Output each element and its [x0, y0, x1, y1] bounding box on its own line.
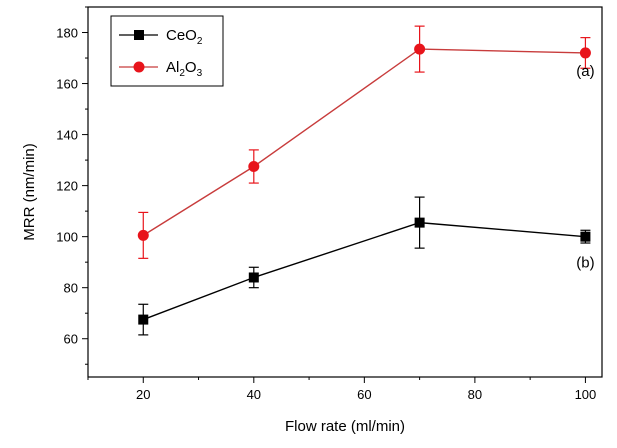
axis-ticks: 20 40 60 80 100 60 80 100 120 140 160 180 — [56, 6, 597, 402]
x-tick-label: 20 — [136, 387, 150, 402]
y-tick-label: 120 — [56, 179, 78, 194]
annotation-label: (b) — [576, 254, 594, 271]
annotation-label: (a) — [576, 63, 594, 80]
y-tick-label: 100 — [56, 230, 78, 245]
y-tick-label: 80 — [64, 281, 78, 296]
legend-marker-al2o3 — [133, 61, 145, 73]
legend-box — [110, 15, 224, 87]
x-tick-label: 80 — [468, 387, 482, 402]
data-point — [580, 231, 591, 242]
data-point — [248, 160, 260, 172]
data-point — [137, 229, 149, 241]
y-tick-label: 180 — [56, 26, 78, 41]
annotations: (a) (b) — [576, 63, 594, 271]
data-point — [414, 217, 425, 228]
data-point — [248, 272, 259, 283]
data-point — [579, 47, 591, 59]
legend-marker-ceo2 — [134, 30, 144, 40]
x-tick-label: 100 — [575, 387, 597, 402]
series-al2o3 — [137, 25, 591, 259]
x-tick-label: 40 — [247, 387, 261, 402]
legend-label-al2o3: Al2O3 — [166, 59, 203, 79]
legend: CeO2 Al2O3 — [110, 15, 224, 87]
legend-label-ceo2: CeO2 — [166, 27, 203, 47]
series-line — [143, 221, 586, 321]
y-tick-label: 140 — [56, 128, 78, 143]
y-axis-label: MRR (nm/min) — [21, 143, 38, 241]
data-point — [414, 43, 426, 55]
data-point — [138, 314, 149, 325]
x-tick-label: 60 — [357, 387, 371, 402]
series-line — [142, 48, 586, 236]
x-axis-label: Flow rate (ml/min) — [285, 418, 405, 435]
series-ceo2 — [138, 196, 591, 336]
plot-frame — [87, 6, 603, 378]
y-tick-label: 160 — [56, 77, 78, 92]
series-layer — [137, 25, 591, 336]
y-tick-label: 60 — [64, 332, 78, 347]
